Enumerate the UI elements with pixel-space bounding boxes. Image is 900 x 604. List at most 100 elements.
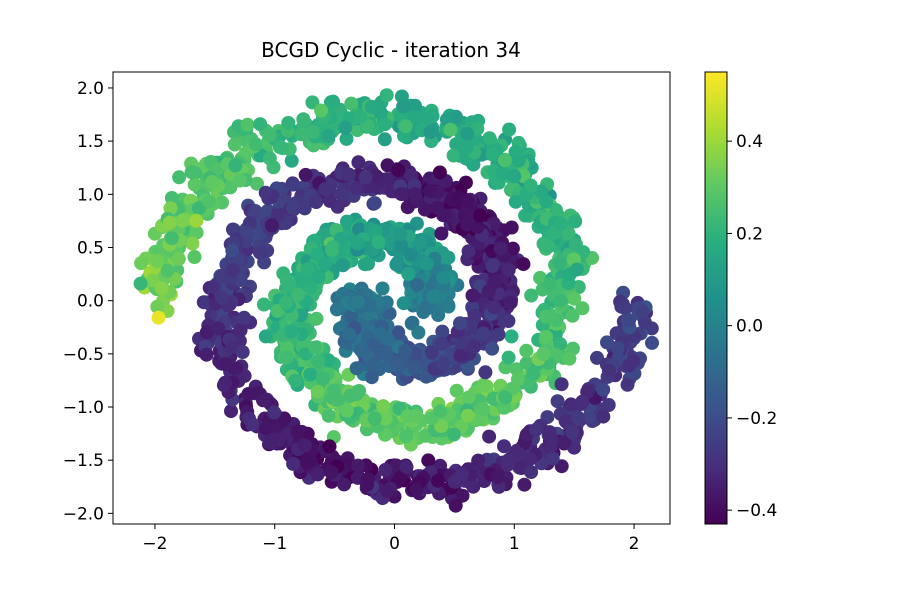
scatter-point [526, 366, 541, 381]
scatter-point [552, 256, 567, 270]
scatter-point [618, 301, 633, 316]
scatter-point [460, 217, 475, 232]
scatter-point [414, 235, 428, 250]
scatter-point [482, 131, 497, 146]
scatter-point [264, 218, 279, 233]
scatter-point [601, 363, 616, 378]
chart-title: BCGD Cyclic - iteration 34 [261, 38, 521, 62]
y-tick-label: 2.0 [77, 79, 104, 99]
scatter-point [449, 383, 464, 398]
scatter-point [272, 140, 287, 154]
scatter-point [233, 323, 248, 338]
scatter-point [322, 439, 337, 454]
scatter-point [539, 194, 554, 209]
scatter-point [145, 273, 160, 288]
scatter-point [300, 262, 315, 277]
scatter-point [571, 410, 586, 425]
scatter-point [455, 467, 470, 482]
scatter-point [524, 465, 539, 480]
scatter-point [377, 117, 392, 132]
scatter-point [447, 427, 461, 442]
scatter-point [224, 404, 238, 419]
scatter-point-highlight [133, 276, 148, 291]
scatter-point [590, 350, 604, 365]
scatter-point [227, 137, 242, 152]
scatter-point [303, 280, 318, 295]
scatter-point [357, 257, 372, 272]
scatter-point [162, 215, 177, 230]
scatter-point [218, 357, 233, 372]
colorbar-tick-label: 0.2 [736, 224, 763, 244]
scatter-point [258, 185, 273, 200]
scatter-point [467, 308, 482, 323]
scatter-point [490, 469, 505, 484]
scatter-point [529, 422, 544, 437]
scatter-point [232, 173, 247, 188]
scatter-point [259, 421, 274, 436]
scatter-point [488, 274, 503, 289]
scatter-point [308, 340, 322, 355]
scatter-point [334, 187, 349, 201]
scatter-point [314, 103, 329, 118]
scatter-point [229, 361, 244, 376]
scatter-point [381, 234, 396, 249]
scatter-point [352, 384, 367, 398]
scatter-point [349, 361, 364, 376]
scatter-point [294, 127, 309, 142]
scatter-point [497, 439, 511, 454]
scatter-point [561, 226, 576, 241]
scatter-point [423, 184, 438, 198]
scatter-point [150, 299, 165, 314]
scatter-point [418, 300, 433, 315]
scatter-point [164, 191, 179, 205]
scatter-point [240, 225, 255, 240]
scatter-point [485, 341, 500, 356]
scatter-point [171, 251, 186, 266]
y-tick-label: −1.0 [63, 398, 104, 418]
scatter-point [407, 187, 422, 202]
scatter-point [214, 270, 229, 285]
scatter-point [524, 288, 539, 303]
scatter-point [487, 300, 502, 315]
scatter-point [337, 477, 352, 492]
scatter-point [225, 243, 240, 258]
scatter-point [496, 166, 510, 181]
scatter-point [351, 458, 366, 473]
scatter-point [409, 483, 424, 497]
scatter-point [235, 345, 250, 360]
x-tick-label: 1 [509, 534, 520, 554]
scatter-point [507, 169, 522, 184]
scatter-point [565, 425, 579, 440]
scatter-point [290, 424, 305, 439]
colorbar [704, 71, 728, 525]
scatter-point [344, 96, 359, 111]
scatter-point [317, 256, 332, 271]
scatter-point [379, 88, 394, 103]
scatter-point [380, 158, 395, 173]
scatter-point [368, 224, 383, 239]
scatter-point [430, 201, 445, 215]
scatter-point [394, 238, 409, 253]
scatter-point [377, 132, 392, 147]
scatter-point [461, 390, 476, 405]
scatter-point [189, 213, 204, 228]
scatter-point [600, 335, 614, 350]
scatter-point [379, 346, 394, 361]
scatter-point [482, 429, 497, 444]
y-tick-label: 0.5 [77, 238, 104, 258]
scatter-point [396, 99, 411, 114]
scatter-point [205, 175, 220, 189]
scatter-point [378, 411, 393, 426]
scatter-point [278, 295, 293, 310]
x-tick-label: 2 [629, 534, 640, 554]
scatter-point [240, 117, 255, 132]
scatter-point [262, 128, 277, 143]
scatter-point [382, 306, 397, 321]
scatter-point [258, 205, 273, 220]
scatter-point [192, 201, 206, 216]
scatter-point [476, 326, 491, 341]
scatter-point [214, 290, 229, 305]
scatter-point [340, 214, 354, 229]
scatter-point [150, 254, 165, 269]
